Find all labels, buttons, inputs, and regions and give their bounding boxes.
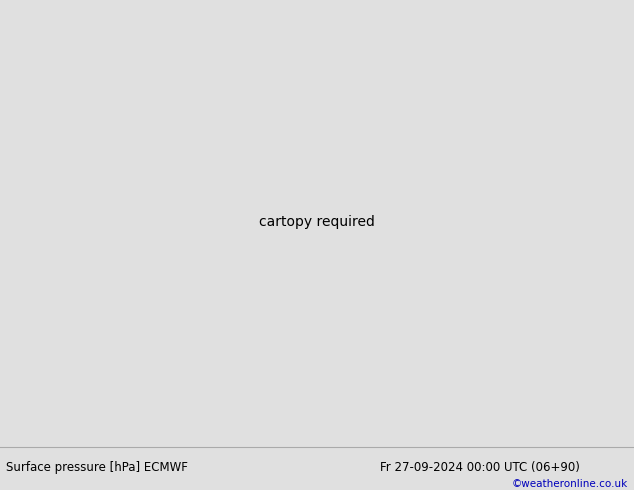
Text: ©weatheronline.co.uk: ©weatheronline.co.uk xyxy=(512,479,628,490)
Text: Fr 27-09-2024 00:00 UTC (06+90): Fr 27-09-2024 00:00 UTC (06+90) xyxy=(380,461,580,474)
Text: cartopy required: cartopy required xyxy=(259,215,375,229)
Text: Surface pressure [hPa] ECMWF: Surface pressure [hPa] ECMWF xyxy=(6,461,188,474)
